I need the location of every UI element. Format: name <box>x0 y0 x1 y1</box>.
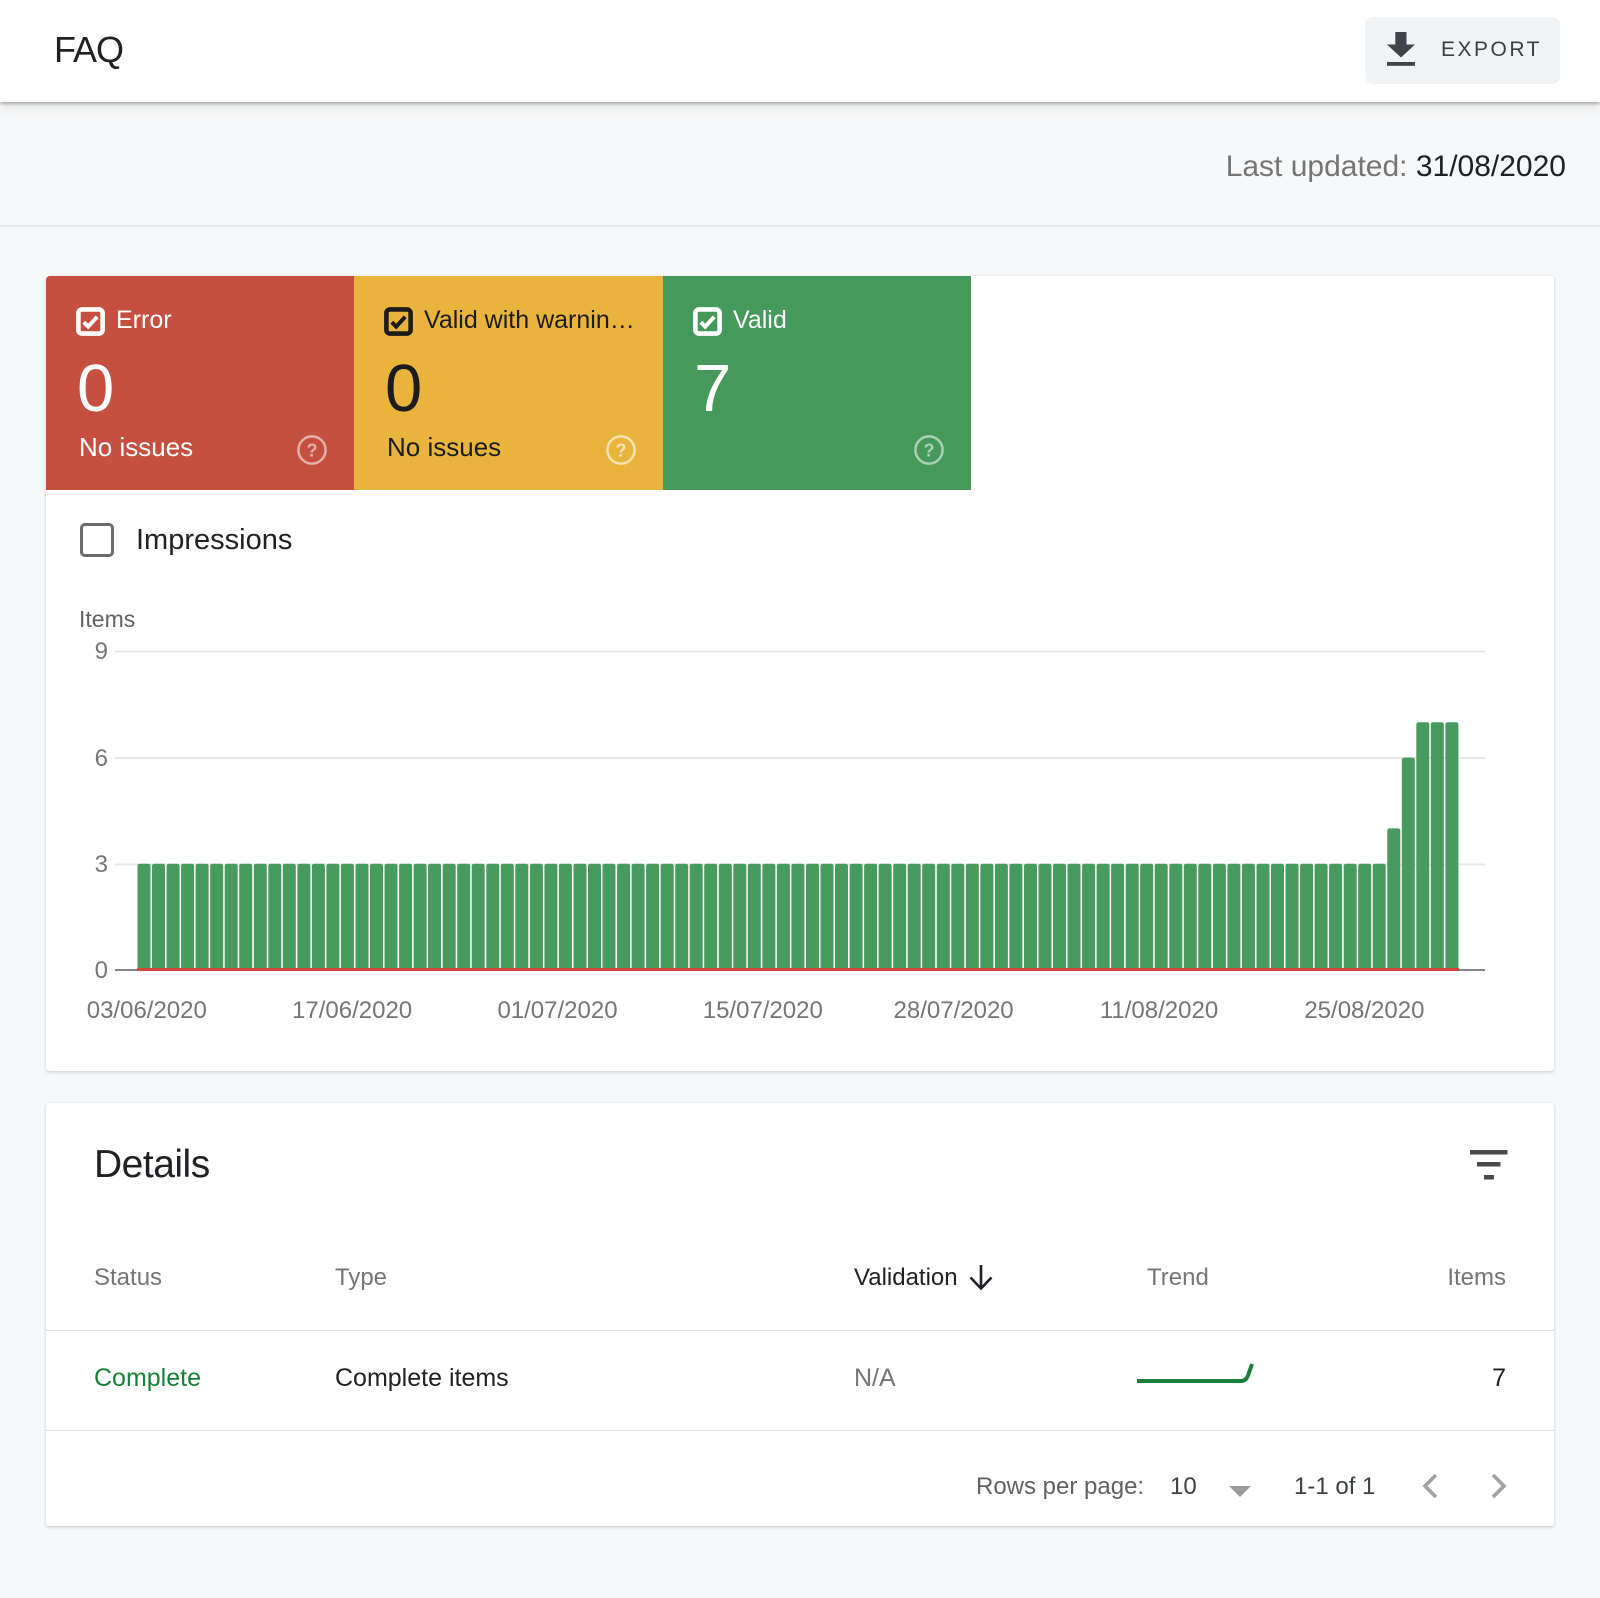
svg-text:9: 9 <box>95 638 108 665</box>
svg-text:25/08/2020: 25/08/2020 <box>1304 997 1424 1024</box>
svg-text:17/06/2020: 17/06/2020 <box>292 997 412 1024</box>
svg-text:0: 0 <box>95 957 108 984</box>
svg-text:Items: Items <box>79 606 135 632</box>
svg-text:11/08/2020: 11/08/2020 <box>1100 997 1218 1024</box>
svg-text:?: ? <box>616 441 627 461</box>
svg-text:3: 3 <box>95 851 108 878</box>
svg-text:?: ? <box>307 441 318 461</box>
svg-text:03/06/2020: 03/06/2020 <box>87 997 207 1024</box>
svg-text:6: 6 <box>95 745 108 772</box>
svg-text:?: ? <box>924 441 935 461</box>
svg-text:15/07/2020: 15/07/2020 <box>703 997 823 1024</box>
svg-text:28/07/2020: 28/07/2020 <box>894 997 1014 1024</box>
svg-text:01/07/2020: 01/07/2020 <box>497 997 617 1024</box>
